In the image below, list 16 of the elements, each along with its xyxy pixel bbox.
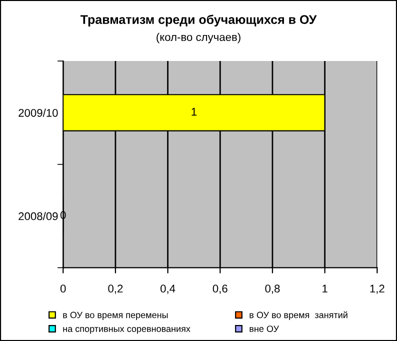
x-tick-label: 1,2 [370,284,384,294]
legend-label: вне ОУ [250,326,280,332]
legend-label: в ОУ во время занятий [250,311,348,320]
x-tick-label: 0 [60,284,66,293]
chart-title: Травматизм среди обучающихся в ОУ [80,14,317,26]
data-label: 1 [192,108,197,116]
x-tick-label: 0,6 [212,284,228,294]
x-tick-label: 1 [322,284,328,292]
legend-label: в ОУ во время перемены [63,312,168,320]
x-tick-label: 0,8 [265,284,280,294]
legend-label: на спортивных соревнованиях [63,327,190,334]
x-tick-label: 0,2 [108,284,123,294]
y-tick-label: 2009/10 [18,108,58,117]
chart-subtitle: (кол-во случаев) [156,32,240,44]
y-tick-label: 2008/09 [18,212,58,220]
x-tick-label: 0,4 [160,284,176,294]
